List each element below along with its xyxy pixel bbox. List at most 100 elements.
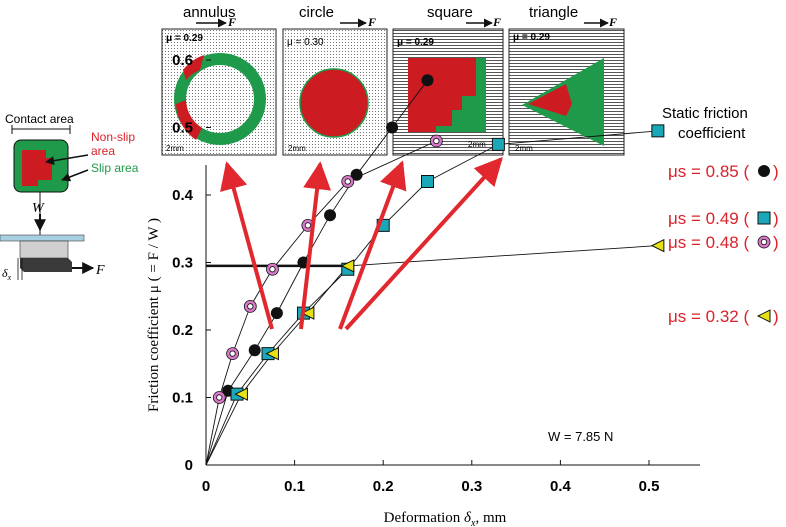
- data-point-annulus-inner: [433, 137, 440, 145]
- chart-area: 0 0.1 0.2 0.3 0.4 0.5 0 0.1 0.2 0.3 0.4 0.5 0.6 Defor…: [146, 52, 700, 527]
- data-point-circle: [270, 307, 283, 320]
- annulus-hole: [186, 65, 254, 133]
- x-tick-label: 0: [202, 478, 210, 495]
- legend-marker-annulus: [757, 235, 771, 249]
- data-point-annulus-inner: [344, 178, 351, 185]
- pointer-triangle: [344, 156, 503, 331]
- nonslip-label-1: Non-slip: [91, 130, 135, 144]
- data-point-annulus-inner: [247, 303, 254, 310]
- legend-marker-annulus-inner: [760, 238, 768, 246]
- slip-area-label: Slip area: [91, 161, 139, 175]
- data-point-annulus-inner: [216, 394, 223, 401]
- x-axis-label: Deformation δx, mm: [384, 510, 507, 527]
- panel-triangle: triangle F μ = 0.29 2mm: [508, 4, 625, 156]
- x-tick-label: 0.1: [284, 478, 305, 495]
- series-line-annulus: [205, 140, 437, 466]
- legend-close-annulus: ): [773, 233, 779, 252]
- panel-scale: 2mm: [468, 140, 486, 149]
- data-point-triangle: [340, 259, 355, 273]
- panel-title: square: [427, 4, 473, 21]
- data-point-annulus-inner: [304, 222, 311, 229]
- panel-scale: 2mm: [288, 144, 306, 153]
- y-tick-label: 0.5: [172, 120, 193, 137]
- force-label: F: [608, 15, 617, 29]
- force-label: F: [492, 15, 501, 29]
- load-annotation: W = 7.85 N: [548, 429, 613, 444]
- panel-title: circle: [299, 4, 334, 21]
- data-point-square: [651, 124, 665, 138]
- data-point-square: [491, 137, 505, 151]
- x-tick-label: 0.4: [550, 478, 572, 495]
- legend-label-square: μs = 0.49 (: [668, 209, 749, 228]
- data-point-circle: [386, 121, 399, 134]
- panel-scale: 2mm: [166, 144, 184, 153]
- data-point-annulus: [243, 299, 257, 313]
- nonslip-pointer: [45, 154, 89, 166]
- f-label: F: [95, 263, 105, 278]
- data-point-square: [421, 175, 434, 188]
- data-point-circle: [248, 344, 261, 357]
- panel-title: triangle: [529, 4, 578, 21]
- panel-mu: μ = 0.30: [287, 37, 324, 48]
- legend: Static friction coefficient μs = 0.85 ()…: [662, 105, 779, 326]
- data-point-annulus: [266, 262, 279, 276]
- annulus-nonslip-left: [176, 100, 202, 140]
- series-line-triangle: [205, 245, 658, 466]
- data-point-annulus-inner: [269, 266, 276, 273]
- data-point-annulus: [429, 134, 443, 148]
- nonslip-area-patch: [22, 150, 52, 186]
- pointer-annulus: [220, 161, 274, 330]
- panel-scale: 2mm: [515, 144, 533, 153]
- y-tick-label: 0.4: [172, 187, 194, 204]
- glass-plate: [0, 234, 85, 242]
- x-tick-label: 0.3: [461, 478, 482, 495]
- panel-circle: circle F μ = 0.30 2mm: [282, 4, 388, 156]
- legend-close-square: ): [773, 209, 779, 228]
- legend-marker-circle: [758, 165, 770, 177]
- data-point-annulus: [226, 347, 239, 361]
- legend-close-triangle: ): [773, 307, 779, 326]
- w-label: W: [32, 201, 45, 216]
- panel-mu: μ = 0.29: [166, 33, 203, 44]
- data-point-annulus: [212, 391, 226, 404]
- annulus-nonslip-top: [183, 55, 204, 80]
- y-tick-label: 0.3: [172, 255, 193, 272]
- specimen-base: [20, 258, 72, 272]
- data-point-circle: [324, 209, 337, 222]
- y-tick-label: 0.1: [172, 390, 193, 407]
- legend-marker-square: [757, 211, 771, 225]
- x-tick-label: 0.5: [639, 478, 660, 495]
- y-tick-label: 0.6: [172, 52, 193, 69]
- data-point-triangle: [265, 346, 279, 361]
- legend-label-triangle: μs = 0.32 (: [668, 307, 749, 326]
- legend-title-2: coefficient: [678, 125, 746, 142]
- panel-pointers: [220, 156, 503, 331]
- specimen-body: [19, 240, 69, 259]
- nonslip-label-2: area: [91, 144, 115, 158]
- force-label: F: [227, 15, 236, 29]
- data-point-annulus-inner: [229, 350, 236, 357]
- data-point-circle: [421, 74, 434, 87]
- legend-marker-triangle: [756, 309, 771, 323]
- panel-square: square F μ = 0.29 2mm: [392, 4, 504, 156]
- legend-label-circle: μs = 0.85 (: [668, 162, 749, 181]
- panel-annulus: annulus F μ = 0.29 2mm: [161, 4, 277, 156]
- data-point-annulus: [341, 175, 355, 188]
- force-label: F: [367, 15, 376, 29]
- contact-schematic: Contact area Non-slip area Slip area W F…: [0, 112, 139, 282]
- legend-label-annulus: μs = 0.48 (: [668, 233, 749, 252]
- slip-pointer: [61, 169, 89, 182]
- triangle-nonslip: [528, 84, 572, 116]
- panel-mu: μ = 0.29: [397, 37, 434, 48]
- data-point-circle: [350, 168, 363, 181]
- y-tick-label: 0: [185, 457, 193, 474]
- data-point-triangle: [234, 387, 248, 401]
- data-point-triangle: [300, 306, 315, 320]
- panel-mu: μ = 0.29: [513, 32, 550, 43]
- legend-close-circle: ): [773, 162, 779, 181]
- pointer-circle: [299, 161, 332, 330]
- contact-area-label: Contact area: [5, 112, 74, 126]
- data-point-triangle: [650, 238, 665, 253]
- panel-title: annulus: [183, 4, 236, 21]
